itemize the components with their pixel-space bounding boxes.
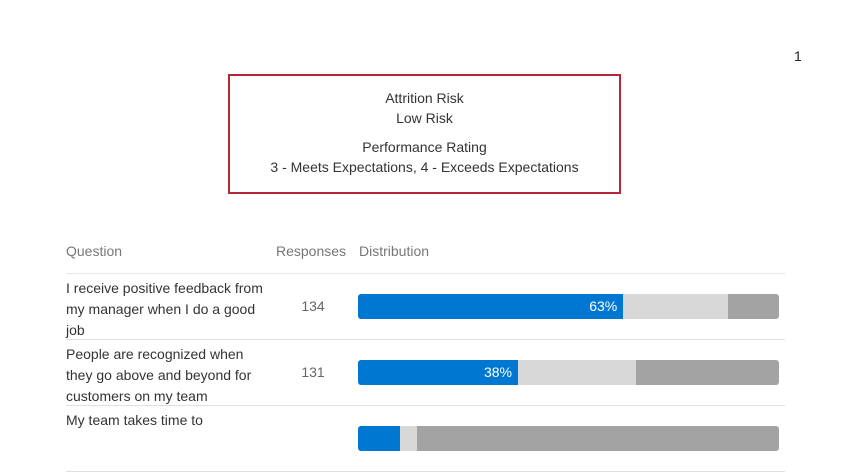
table-row: My team takes time to [66,406,785,472]
attrition-risk-label: Attrition Risk [385,90,464,106]
table-row: I receive positive feedback from my mana… [66,274,785,340]
header-responses: Responses [276,243,347,259]
neutral-segment [517,360,636,385]
response-count: 131 [301,364,325,380]
favorable-segment [358,426,401,451]
question-text: My team takes time to [66,412,203,428]
unfavorable-segment [728,294,779,319]
question-text: I receive positive feedback from my mana… [66,280,263,338]
unfavorable-segment [416,426,779,451]
neutral-segment [623,294,729,319]
header-question: Question [66,243,123,259]
header-distribution: Distribution [359,243,430,259]
table-header: Question Responses Distribution [66,240,785,274]
favorable-segment: 63% [358,294,624,319]
response-count: 134 [301,298,325,314]
filter-summary-box: Attrition Risk Low Risk Performance Rati… [228,74,621,194]
distribution-bar [358,426,779,451]
distribution-bar: 63% [358,294,779,319]
unfavorable-segment [635,360,779,385]
question-table: Question Responses Distribution I receiv… [66,240,785,472]
favorable-segment: 38% [358,360,518,385]
neutral-segment [400,426,417,451]
table-row: People are recognized when they go above… [66,340,785,406]
performance-rating-value: 3 - Meets Expectations, 4 - Exceeds Expe… [270,159,579,175]
distribution-bar: 38% [358,360,779,385]
attrition-risk-value: Low Risk [396,110,453,126]
page-number: 1 [794,48,802,64]
performance-rating-label: Performance Rating [362,139,487,155]
question-text: People are recognized when they go above… [66,346,252,404]
